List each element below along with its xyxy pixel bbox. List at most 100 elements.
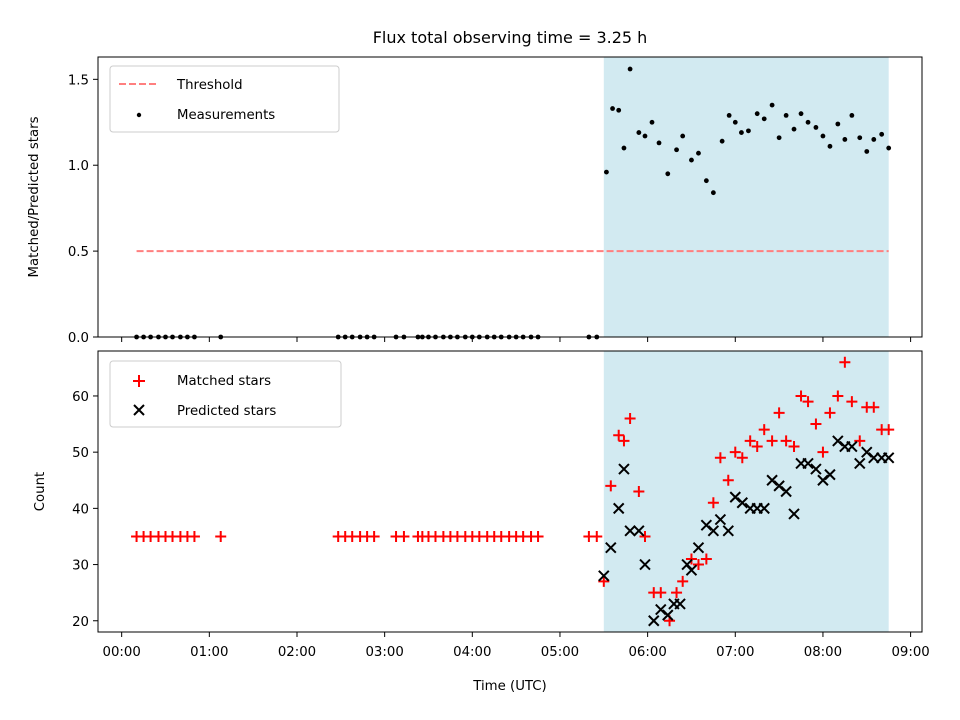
bottom-y-tick-label: 40 xyxy=(72,502,89,517)
measurement-point xyxy=(604,169,609,175)
predicted-star-point xyxy=(714,513,727,526)
measurements-legend-label: Measurements xyxy=(177,108,275,123)
x-tick-label: 00:00 xyxy=(103,645,141,660)
matched-star-point xyxy=(624,412,636,424)
measurement-point xyxy=(616,107,622,113)
matched-legend-label: Matched stars xyxy=(177,374,271,389)
matched-star-point xyxy=(398,530,410,542)
measurement-point xyxy=(665,171,671,177)
matched-star-point xyxy=(780,435,792,447)
predicted-star-point xyxy=(722,525,734,537)
measurement-point xyxy=(886,145,892,151)
count-panel: 00:00 01:00 02:00 03:00 04:00 05:00 06:00 07:00… xyxy=(33,350,930,694)
predicted-star-point xyxy=(633,525,645,537)
x-tick-label: 01:00 xyxy=(190,645,228,660)
predicted-star-point xyxy=(624,525,636,537)
top-y-tick-label: 1.5 xyxy=(68,73,89,88)
measurement-point xyxy=(719,138,725,144)
measurement-point xyxy=(703,178,709,184)
x-tick-label: 03:00 xyxy=(365,645,403,660)
predicted-star-point xyxy=(618,463,630,475)
measurement-point xyxy=(656,140,662,146)
measurement-point xyxy=(649,119,655,125)
matched-star-point xyxy=(758,424,770,436)
predicted-star-point xyxy=(648,615,660,627)
x-tick-label: 05:00 xyxy=(541,645,579,660)
matched-star-point xyxy=(613,429,625,441)
measurements-legend-swatch xyxy=(136,112,142,118)
measurement-point xyxy=(627,66,633,72)
predicted-legend-label: Predicted stars xyxy=(177,404,276,419)
bottom-y-tick-label: 50 xyxy=(72,446,89,461)
matched-star-point xyxy=(722,474,734,486)
matched-star-point xyxy=(736,452,748,464)
bottom-legend-box xyxy=(109,360,342,428)
matched-star-point xyxy=(788,441,800,453)
matched-star-point xyxy=(832,390,844,402)
chart-title: Flux total observing time = 3.25 h xyxy=(373,28,648,47)
top-axes-frame xyxy=(97,56,923,338)
measurement-point xyxy=(696,150,701,156)
measurement-point xyxy=(857,135,863,141)
matched-star-point xyxy=(639,530,651,542)
measurement-point xyxy=(710,190,716,196)
threshold-legend-label: Threshold xyxy=(176,78,243,93)
measurement-point xyxy=(842,137,848,142)
matched-star-point xyxy=(744,435,756,447)
bottom-highlight-span xyxy=(603,351,889,632)
top-y-axis-label: Matched/Predicted stars xyxy=(27,116,42,277)
measurement-point xyxy=(805,119,811,125)
predicted-star-point xyxy=(758,502,770,515)
predicted-star-point xyxy=(707,525,720,537)
matched-star-point xyxy=(368,530,380,542)
x-tick-label: 08:00 xyxy=(804,645,842,660)
x-tick-label: 06:00 xyxy=(628,645,666,660)
bottom-axes-frame xyxy=(97,350,923,633)
matched-star-point xyxy=(773,407,785,419)
matched-star-point xyxy=(591,530,603,542)
measurement-point xyxy=(769,102,775,108)
measurement-point xyxy=(746,128,751,134)
predicted-star-point xyxy=(824,468,836,481)
predicted-star-point xyxy=(788,508,800,520)
matched-star-point xyxy=(802,396,814,408)
top-y-ticks: 0.0 0.5 1.0 1.5 xyxy=(68,73,98,346)
measurement-point xyxy=(636,130,642,135)
matched-star-point xyxy=(707,497,719,509)
top-x-ticks xyxy=(121,337,912,342)
matched-star-point xyxy=(655,587,667,599)
matched-star-point xyxy=(618,435,630,447)
measurement-point xyxy=(820,133,826,139)
predicted-star-point xyxy=(810,463,822,475)
matched-star-point xyxy=(714,452,726,464)
predicted-star-point xyxy=(882,452,895,464)
top-highlight-span xyxy=(603,57,889,337)
bottom-legend: Matched stars Predicted stars xyxy=(109,360,342,428)
measurement-point xyxy=(827,143,833,149)
matched-star-point xyxy=(685,553,697,565)
bottom-y-tick-label: 30 xyxy=(72,559,89,574)
predicted-star-point xyxy=(639,558,651,571)
matched-legend-swatch xyxy=(133,375,145,387)
bottom-x-ticks: 00:00 01:00 02:00 03:00 04:00 05:00 06:00 07:00… xyxy=(103,632,930,660)
measurement-point xyxy=(879,131,885,137)
measurement-point xyxy=(754,111,760,117)
measurement-point xyxy=(776,135,782,141)
x-tick-label: 09:00 xyxy=(891,645,929,660)
x-tick-label: 07:00 xyxy=(716,645,754,660)
matched-star-point xyxy=(633,486,645,497)
matched-star-point xyxy=(751,441,763,453)
matched-stars-points xyxy=(131,356,895,627)
predicted-star-point xyxy=(846,440,858,453)
x-tick-label: 02:00 xyxy=(278,645,316,660)
matched-star-point xyxy=(729,446,741,458)
x-tick-label: 04:00 xyxy=(453,645,491,660)
top-y-tick-label: 0.5 xyxy=(68,245,89,260)
matched-star-point xyxy=(215,530,227,542)
matched-star-point xyxy=(766,435,778,447)
matched-star-point xyxy=(605,480,617,492)
measurement-point xyxy=(642,133,648,139)
matched-star-point xyxy=(810,418,822,430)
measurement-point xyxy=(761,116,767,122)
